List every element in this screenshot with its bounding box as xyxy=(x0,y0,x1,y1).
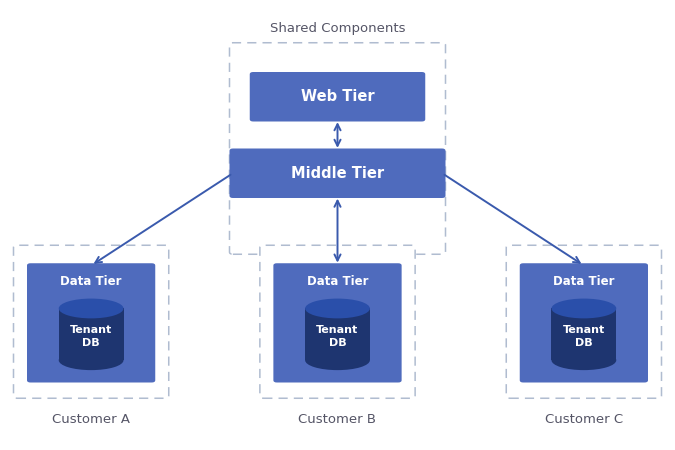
Text: Web Tier: Web Tier xyxy=(300,89,375,104)
Ellipse shape xyxy=(305,299,370,319)
FancyBboxPatch shape xyxy=(250,72,425,122)
Text: Tenant
DB: Tenant DB xyxy=(317,325,358,348)
FancyBboxPatch shape xyxy=(230,148,446,198)
Text: Customer A: Customer A xyxy=(52,413,130,426)
FancyBboxPatch shape xyxy=(506,245,662,398)
Text: Data Tier: Data Tier xyxy=(306,275,369,288)
Bar xyxy=(551,309,616,360)
Ellipse shape xyxy=(305,350,370,370)
Text: Customer B: Customer B xyxy=(298,413,377,426)
Ellipse shape xyxy=(551,350,616,370)
Text: Data Tier: Data Tier xyxy=(553,275,615,288)
Bar xyxy=(59,309,124,360)
Ellipse shape xyxy=(59,350,124,370)
Text: Shared Components: Shared Components xyxy=(270,22,405,35)
FancyBboxPatch shape xyxy=(260,245,415,398)
Text: Tenant
DB: Tenant DB xyxy=(70,325,112,348)
Ellipse shape xyxy=(59,299,124,319)
Bar xyxy=(305,309,370,360)
FancyBboxPatch shape xyxy=(273,263,402,382)
FancyBboxPatch shape xyxy=(14,245,169,398)
Text: Middle Tier: Middle Tier xyxy=(291,166,384,181)
FancyBboxPatch shape xyxy=(27,263,155,382)
FancyBboxPatch shape xyxy=(230,43,446,254)
Text: Customer C: Customer C xyxy=(545,413,623,426)
Text: Tenant
DB: Tenant DB xyxy=(563,325,605,348)
FancyBboxPatch shape xyxy=(520,263,648,382)
Ellipse shape xyxy=(551,299,616,319)
Text: Data Tier: Data Tier xyxy=(60,275,122,288)
